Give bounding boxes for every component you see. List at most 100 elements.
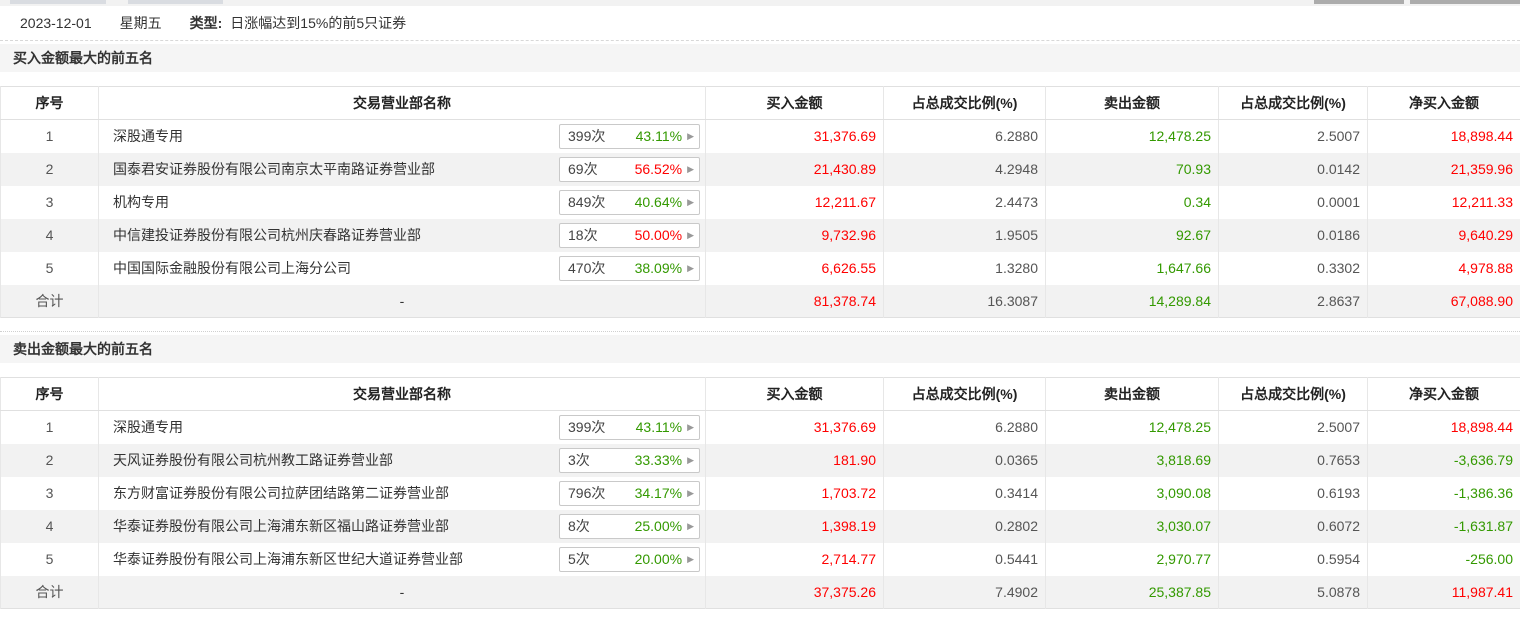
table-row: 4 中信建投证券股份有限公司杭州庆春路证券营业部 18次 50.00% ▶ 9,…	[0, 218, 1520, 252]
trade-count-badge[interactable]: 69次 56.52% ▶	[559, 156, 700, 182]
broker-name: 中信建投证券股份有限公司杭州庆春路证券营业部	[113, 227, 421, 243]
win-rate: 20.00%	[634, 551, 683, 567]
broker-name: 东方财富证券股份有限公司拉萨团结路第二证券营业部	[113, 485, 449, 501]
buy-top5-table: 序号 交易营业部名称 买入金额 占总成交比例(%) 卖出金额 占总成交比例(%)…	[0, 86, 1520, 318]
trade-count-badge[interactable]: 5次 20.00% ▶	[559, 546, 700, 572]
sell-amount-cell: 3,818.69	[1045, 443, 1219, 477]
section-divider	[0, 331, 1520, 332]
net-buy-cell: -1,631.87	[1367, 509, 1520, 543]
col-header-buy: 买入金额	[705, 86, 884, 120]
buy-amount-cell: 31,376.69	[705, 410, 884, 444]
rank-cell: 2	[0, 152, 99, 186]
col-header-sell: 卖出金额	[1045, 86, 1219, 120]
sell-ratio-cell: 0.3302	[1218, 251, 1368, 285]
rank-cell: 4	[0, 218, 99, 252]
win-rate: 43.11%	[635, 128, 683, 145]
col-header-net: 净买入金额	[1367, 377, 1520, 411]
trade-count-badge[interactable]: 470次 38.09% ▶	[559, 255, 700, 281]
sell-amount-cell: 2,970.77	[1045, 542, 1219, 576]
buy-amount-cell: 1,703.72	[705, 476, 884, 510]
total-row: 合计 - 81,378.74 16.3087 14,289.84 2.8637 …	[0, 284, 1520, 318]
rank-cell: 3	[0, 185, 99, 219]
sell-amount-cell: 1,647.66	[1045, 251, 1219, 285]
table-row: 1 深股通专用 399次 43.11% ▶ 31,376.69 6.2880 1…	[0, 410, 1520, 444]
trade-count-badge[interactable]: 796次 34.17% ▶	[559, 480, 700, 506]
trade-count-badge[interactable]: 399次 43.11% ▶	[559, 414, 700, 440]
col-header-buy: 买入金额	[705, 377, 884, 411]
col-header-net: 净买入金额	[1367, 86, 1520, 120]
chevron-right-icon: ▶	[687, 454, 694, 465]
appearance-count: 470次	[568, 260, 606, 276]
col-header-rank: 序号	[0, 377, 99, 411]
rank-cell: 4	[0, 509, 99, 543]
sell-amount-cell: 3,090.08	[1045, 476, 1219, 510]
chevron-right-icon: ▶	[687, 196, 694, 207]
sell-ratio-cell: 0.7653	[1218, 443, 1368, 477]
section-title-sell: 卖出金额最大的前五名	[0, 335, 1520, 363]
sell-ratio-cell: 2.5007	[1218, 119, 1368, 153]
col-header-sell-ratio: 占总成交比例(%)	[1218, 377, 1368, 411]
trade-count-badge[interactable]: 3次 33.33% ▶	[559, 447, 700, 473]
rank-cell: 5	[0, 542, 99, 576]
net-buy-cell: 18,898.44	[1367, 119, 1520, 153]
appearance-count: 18次	[568, 227, 598, 243]
sell-ratio-cell: 0.5954	[1218, 542, 1368, 576]
win-rate: 33.33%	[634, 452, 683, 468]
rank-cell: 2	[0, 443, 99, 477]
total-name-placeholder: -	[98, 575, 706, 609]
trade-count-badge[interactable]: 849次 40.64% ▶	[559, 189, 700, 215]
win-rate: 38.09%	[634, 260, 683, 276]
appearance-count: 8次	[568, 518, 590, 534]
trade-count-badge[interactable]: 8次 25.00% ▶	[559, 513, 700, 539]
appearance-count: 5次	[568, 551, 590, 567]
net-buy-cell: -3,636.79	[1367, 443, 1520, 477]
trade-count-badge[interactable]: 399次 43.11% ▶	[559, 123, 700, 149]
broker-name: 华泰证券股份有限公司上海浦东新区世纪大道证券营业部	[113, 551, 463, 567]
win-rate: 56.52%	[634, 161, 683, 177]
chevron-right-icon: ▶	[687, 130, 694, 141]
net-buy-cell: 12,211.33	[1367, 185, 1520, 219]
chevron-right-icon: ▶	[687, 421, 694, 432]
buy-amount-total: 81,378.74	[705, 284, 884, 318]
trade-count-badge[interactable]: 18次 50.00% ▶	[559, 222, 700, 248]
col-header-broker: 交易营业部名称	[98, 86, 706, 120]
chevron-right-icon: ▶	[687, 163, 694, 174]
sell-amount-cell: 12,478.25	[1045, 410, 1219, 444]
net-buy-cell: 18,898.44	[1367, 410, 1520, 444]
buy-ratio-cell: 1.3280	[883, 251, 1046, 285]
chevron-right-icon: ▶	[687, 553, 694, 564]
broker-name: 华泰证券股份有限公司上海浦东新区福山路证券营业部	[113, 518, 449, 534]
win-rate: 40.64%	[634, 194, 683, 210]
sell-amount-cell: 3,030.07	[1045, 509, 1219, 543]
type-value: 日涨幅达到15%的前5只证券	[230, 15, 407, 31]
table-row: 4 华泰证券股份有限公司上海浦东新区福山路证券营业部 8次 25.00% ▶ 1…	[0, 509, 1520, 543]
top-strip	[0, 0, 1520, 6]
sell-amount-total: 25,387.85	[1045, 575, 1219, 609]
broker-name: 中国国际金融股份有限公司上海分公司	[113, 260, 351, 276]
type-label: 类型:	[189, 15, 223, 31]
col-header-sell: 卖出金额	[1045, 377, 1219, 411]
buy-amount-cell: 2,714.77	[705, 542, 884, 576]
buy-amount-cell: 1,398.19	[705, 509, 884, 543]
buy-amount-total: 37,375.26	[705, 575, 884, 609]
table-header-row: 序号 交易营业部名称 买入金额 占总成交比例(%) 卖出金额 占总成交比例(%)…	[0, 86, 1520, 120]
tab-remnant-right-2	[1410, 0, 1520, 4]
buy-ratio-total: 7.4902	[883, 575, 1046, 609]
col-header-sell-ratio: 占总成交比例(%)	[1218, 86, 1368, 120]
table-row: 2 天风证券股份有限公司杭州教工路证券营业部 3次 33.33% ▶ 181.9…	[0, 443, 1520, 477]
net-buy-cell: -1,386.36	[1367, 476, 1520, 510]
table-row: 5 中国国际金融股份有限公司上海分公司 470次 38.09% ▶ 6,626.…	[0, 251, 1520, 285]
sell-amount-cell: 70.93	[1045, 152, 1219, 186]
table-row: 3 机构专用 849次 40.64% ▶ 12,211.67 2.4473 0.…	[0, 185, 1520, 219]
sell-ratio-cell: 0.6072	[1218, 509, 1368, 543]
sell-amount-total: 14,289.84	[1045, 284, 1219, 318]
broker-name: 天风证券股份有限公司杭州教工路证券营业部	[113, 452, 393, 468]
sell-amount-cell: 0.34	[1045, 185, 1219, 219]
table-row: 5 华泰证券股份有限公司上海浦东新区世纪大道证券营业部 5次 20.00% ▶ …	[0, 542, 1520, 576]
buy-amount-cell: 12,211.67	[705, 185, 884, 219]
section-title-buy: 买入金额最大的前五名	[0, 44, 1520, 72]
win-rate: 43.11%	[635, 419, 683, 436]
buy-ratio-cell: 0.2802	[883, 509, 1046, 543]
broker-name: 深股通专用	[113, 128, 183, 145]
tab-remnant-left-1	[10, 0, 106, 4]
